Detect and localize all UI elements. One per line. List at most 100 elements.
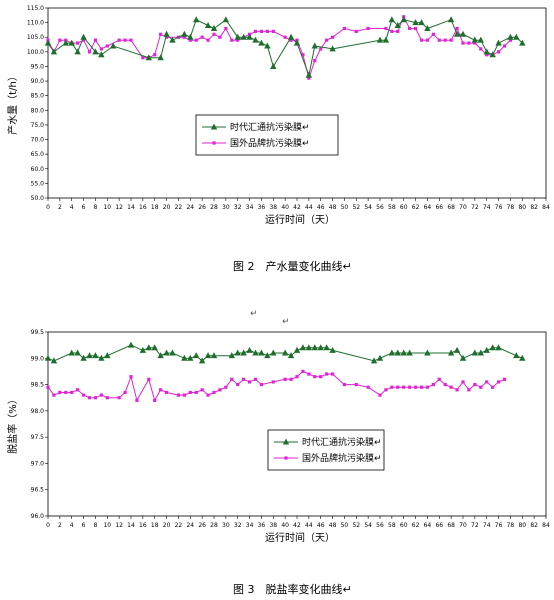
data-point-square (182, 393, 186, 397)
data-point-square (188, 390, 192, 395)
data-point-square (473, 382, 477, 387)
data-point-triangle (412, 19, 419, 26)
data-point-square (87, 50, 92, 54)
data-point-triangle (323, 344, 330, 351)
x-tick-label: 76 (495, 204, 503, 211)
x-tick-label: 82 (530, 522, 538, 529)
data-point-square (307, 76, 311, 80)
x-tick-label: 70 (459, 522, 467, 529)
x-tick-label: 28 (210, 204, 218, 211)
data-point-triangle (477, 349, 484, 356)
x-tick-label: 32 (234, 204, 242, 211)
data-point-square (224, 26, 228, 31)
data-point-triangle (287, 33, 295, 40)
x-tick-label: 58 (388, 522, 396, 529)
data-point-square (283, 377, 287, 381)
legend-marker-triangle (282, 438, 290, 445)
data-point-square (342, 382, 347, 387)
data-point-triangle (376, 36, 384, 43)
x-tick-label: 0 (46, 204, 50, 211)
data-point-square (230, 38, 234, 42)
data-point-triangle (68, 349, 75, 356)
x-tick-label: 20 (163, 522, 171, 529)
data-point-square (413, 26, 418, 31)
data-point-square (396, 385, 400, 389)
x-tick-label: 6 (82, 204, 86, 211)
data-point-square (449, 385, 453, 389)
data-point-triangle (145, 344, 152, 351)
data-point-square (307, 372, 311, 376)
x-tick-label: 26 (198, 204, 206, 211)
data-point-square (455, 26, 459, 31)
data-point-square (76, 388, 80, 392)
data-point-square (496, 50, 501, 54)
stray-mark-1: ↵ (250, 309, 258, 319)
data-point-square (289, 377, 293, 381)
data-point-square (93, 396, 98, 400)
data-point-square (508, 38, 513, 42)
data-point-square (194, 38, 198, 42)
x-tick-label: 44 (305, 522, 313, 529)
data-point-square (271, 29, 275, 33)
data-point-square (491, 385, 495, 389)
x-tick-label: 24 (186, 204, 194, 211)
x-tick-label: 78 (507, 204, 515, 211)
data-point-triangle (281, 349, 289, 356)
data-point-square (265, 29, 269, 33)
y-tick-label: 110.0 (27, 20, 44, 27)
data-point-square (105, 396, 109, 400)
series-line-shidai (47, 18, 523, 78)
data-point-square (366, 385, 370, 389)
data-point-square (461, 41, 465, 45)
data-point-triangle (234, 349, 241, 356)
x-tick-label: 50 (341, 522, 349, 529)
data-point-square (437, 38, 441, 42)
x-tick-label: 78 (507, 522, 515, 529)
data-point-square (87, 396, 92, 400)
data-point-triangle (50, 357, 58, 364)
data-point-triangle (293, 39, 301, 46)
data-point-triangle (86, 352, 93, 359)
x-tick-label: 32 (234, 522, 242, 529)
y-tick-label: 97.5 (31, 434, 45, 441)
x-tick-label: 44 (305, 204, 313, 211)
data-point-triangle (204, 22, 212, 29)
x-tick-label: 56 (376, 204, 384, 211)
data-point-square (378, 393, 382, 397)
data-point-triangle (258, 349, 265, 356)
x-tick-label: 46 (317, 204, 325, 211)
y-tick-label: 96.0 (31, 513, 45, 520)
data-point-square (301, 53, 305, 57)
x-tick-label: 68 (447, 204, 455, 211)
legend-label: 国外品牌抗污染膜↵ (302, 452, 382, 464)
x-tick-label: 14 (127, 204, 135, 211)
legend-label: 国外品牌抗污染膜↵ (230, 137, 310, 149)
y-tick-label: 97.0 (31, 460, 45, 467)
x-tick-label: 82 (530, 204, 538, 211)
data-point-triangle (193, 352, 200, 359)
data-point-triangle (519, 354, 526, 361)
data-point-square (413, 385, 418, 389)
y-tick-label: 75.0 (31, 122, 45, 129)
x-tick-label: 30 (222, 522, 230, 529)
chart-water-production: 50.0 55.0 60.0 65.0 70.0 75.0 80.0 85.0 90.0 95.0… (6, 5, 550, 273)
legend-marker-triangle (210, 123, 218, 130)
data-point-square (325, 372, 329, 376)
x-tick-label: 76 (495, 522, 503, 529)
legend-box (267, 429, 385, 471)
data-point-square (153, 398, 157, 402)
plot-frame (47, 331, 547, 517)
data-point-triangle (222, 16, 230, 23)
data-point-square (236, 38, 240, 42)
data-point-triangle (80, 33, 87, 40)
data-point-square (313, 59, 317, 63)
data-point-square (396, 29, 400, 33)
x-tick-label: 66 (435, 204, 443, 211)
y-tick-label: 96.5 (31, 487, 45, 494)
data-point-triangle (210, 352, 218, 359)
data-point-square (455, 388, 459, 392)
x-tick-label: 62 (412, 204, 420, 211)
data-point-square (485, 53, 489, 57)
data-point-triangle (471, 36, 479, 43)
data-point-square (295, 375, 299, 379)
